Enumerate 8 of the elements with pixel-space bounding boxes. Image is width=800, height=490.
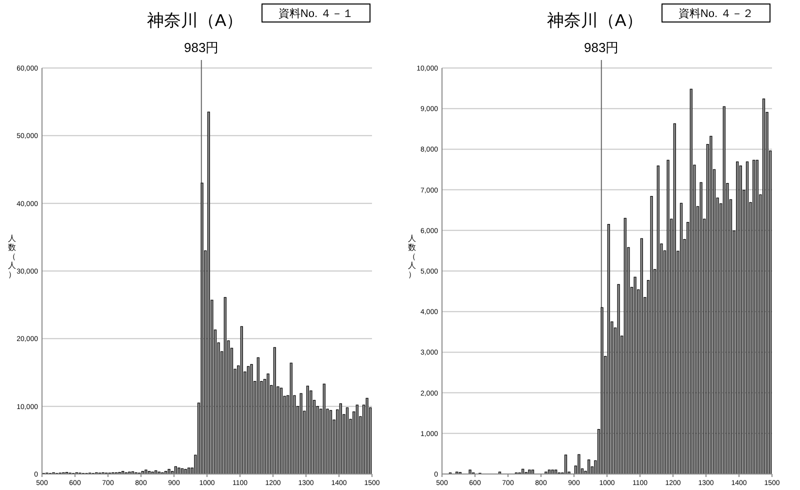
y-axis-title: 人数（人） bbox=[8, 234, 16, 279]
chart-title: 神奈川（A） bbox=[146, 11, 244, 30]
ref-line-label: 983円 bbox=[584, 40, 619, 55]
chart-title: 神奈川（A） bbox=[546, 11, 644, 30]
y-axis-title: 人数（人） bbox=[408, 234, 416, 279]
text: 資料No. ４－２ bbox=[678, 7, 754, 20]
ref-line-label: 983円 bbox=[184, 40, 219, 55]
text: 資料No. ４－１ bbox=[278, 7, 354, 20]
